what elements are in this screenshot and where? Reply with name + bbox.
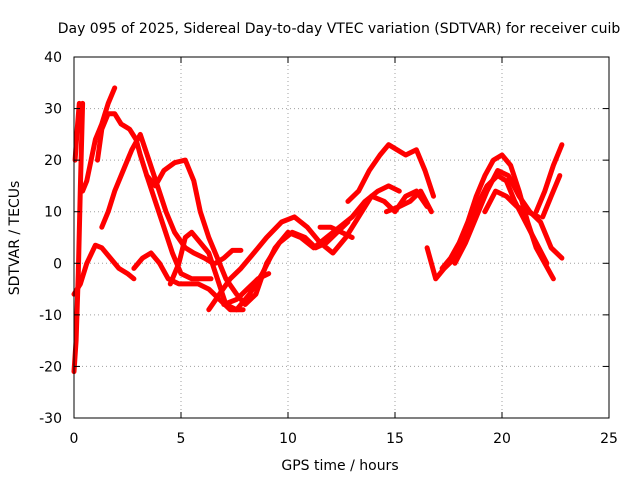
y-tick-label: 30 [44,102,62,118]
x-tick-label: 20 [493,431,511,447]
x-tick-label: 25 [600,431,618,447]
series-arc-12 [221,271,272,307]
x-ticks: 0 5 10 15 20 25 [70,57,618,447]
chart-title: Day 095 of 2025, Sidereal Day-to-day VTE… [58,21,621,37]
series-arc-5 [95,111,214,282]
grid [74,57,609,418]
series-arc-10 [206,188,430,313]
series-arc-6 [99,131,216,266]
series-arc-2 [72,100,82,163]
series-arc-20 [533,142,565,215]
y-tick-label: -20 [39,359,62,375]
series-arc-15 [383,188,434,215]
y-tick-label: 40 [44,50,62,66]
series-arc-7 [131,250,246,313]
series-arc-4 [80,85,118,194]
series-group [71,85,565,375]
y-tick-label: 20 [44,153,62,169]
x-tick-label: 0 [70,431,79,447]
x-tick-label: 15 [386,431,404,447]
y-tick-label: -10 [39,308,62,324]
plot-frame [73,56,610,419]
y-ticks: -30 -20 -10 0 10 20 30 40 [39,50,609,427]
y-tick-label: 0 [53,256,62,272]
x-tick-label: 5 [177,431,186,447]
series-arc-19 [482,188,541,220]
series-arc-21 [540,173,563,220]
series-arc-9 [167,183,402,313]
series-arc-17 [439,152,556,282]
series-arc-3 [71,242,137,297]
series-arc-13 [317,224,355,240]
y-tick-label: -30 [39,411,62,427]
x-axis-label: GPS time / hours [281,458,398,474]
series-arc-18 [452,168,565,266]
y-tick-label: 10 [44,205,62,221]
x-tick-label: 10 [279,431,297,447]
series-arc-1 [71,100,86,375]
series-arc-11 [212,247,244,266]
series-arc-14 [345,142,436,204]
y-axis-label: SDTVAR / TECUs [7,181,23,296]
